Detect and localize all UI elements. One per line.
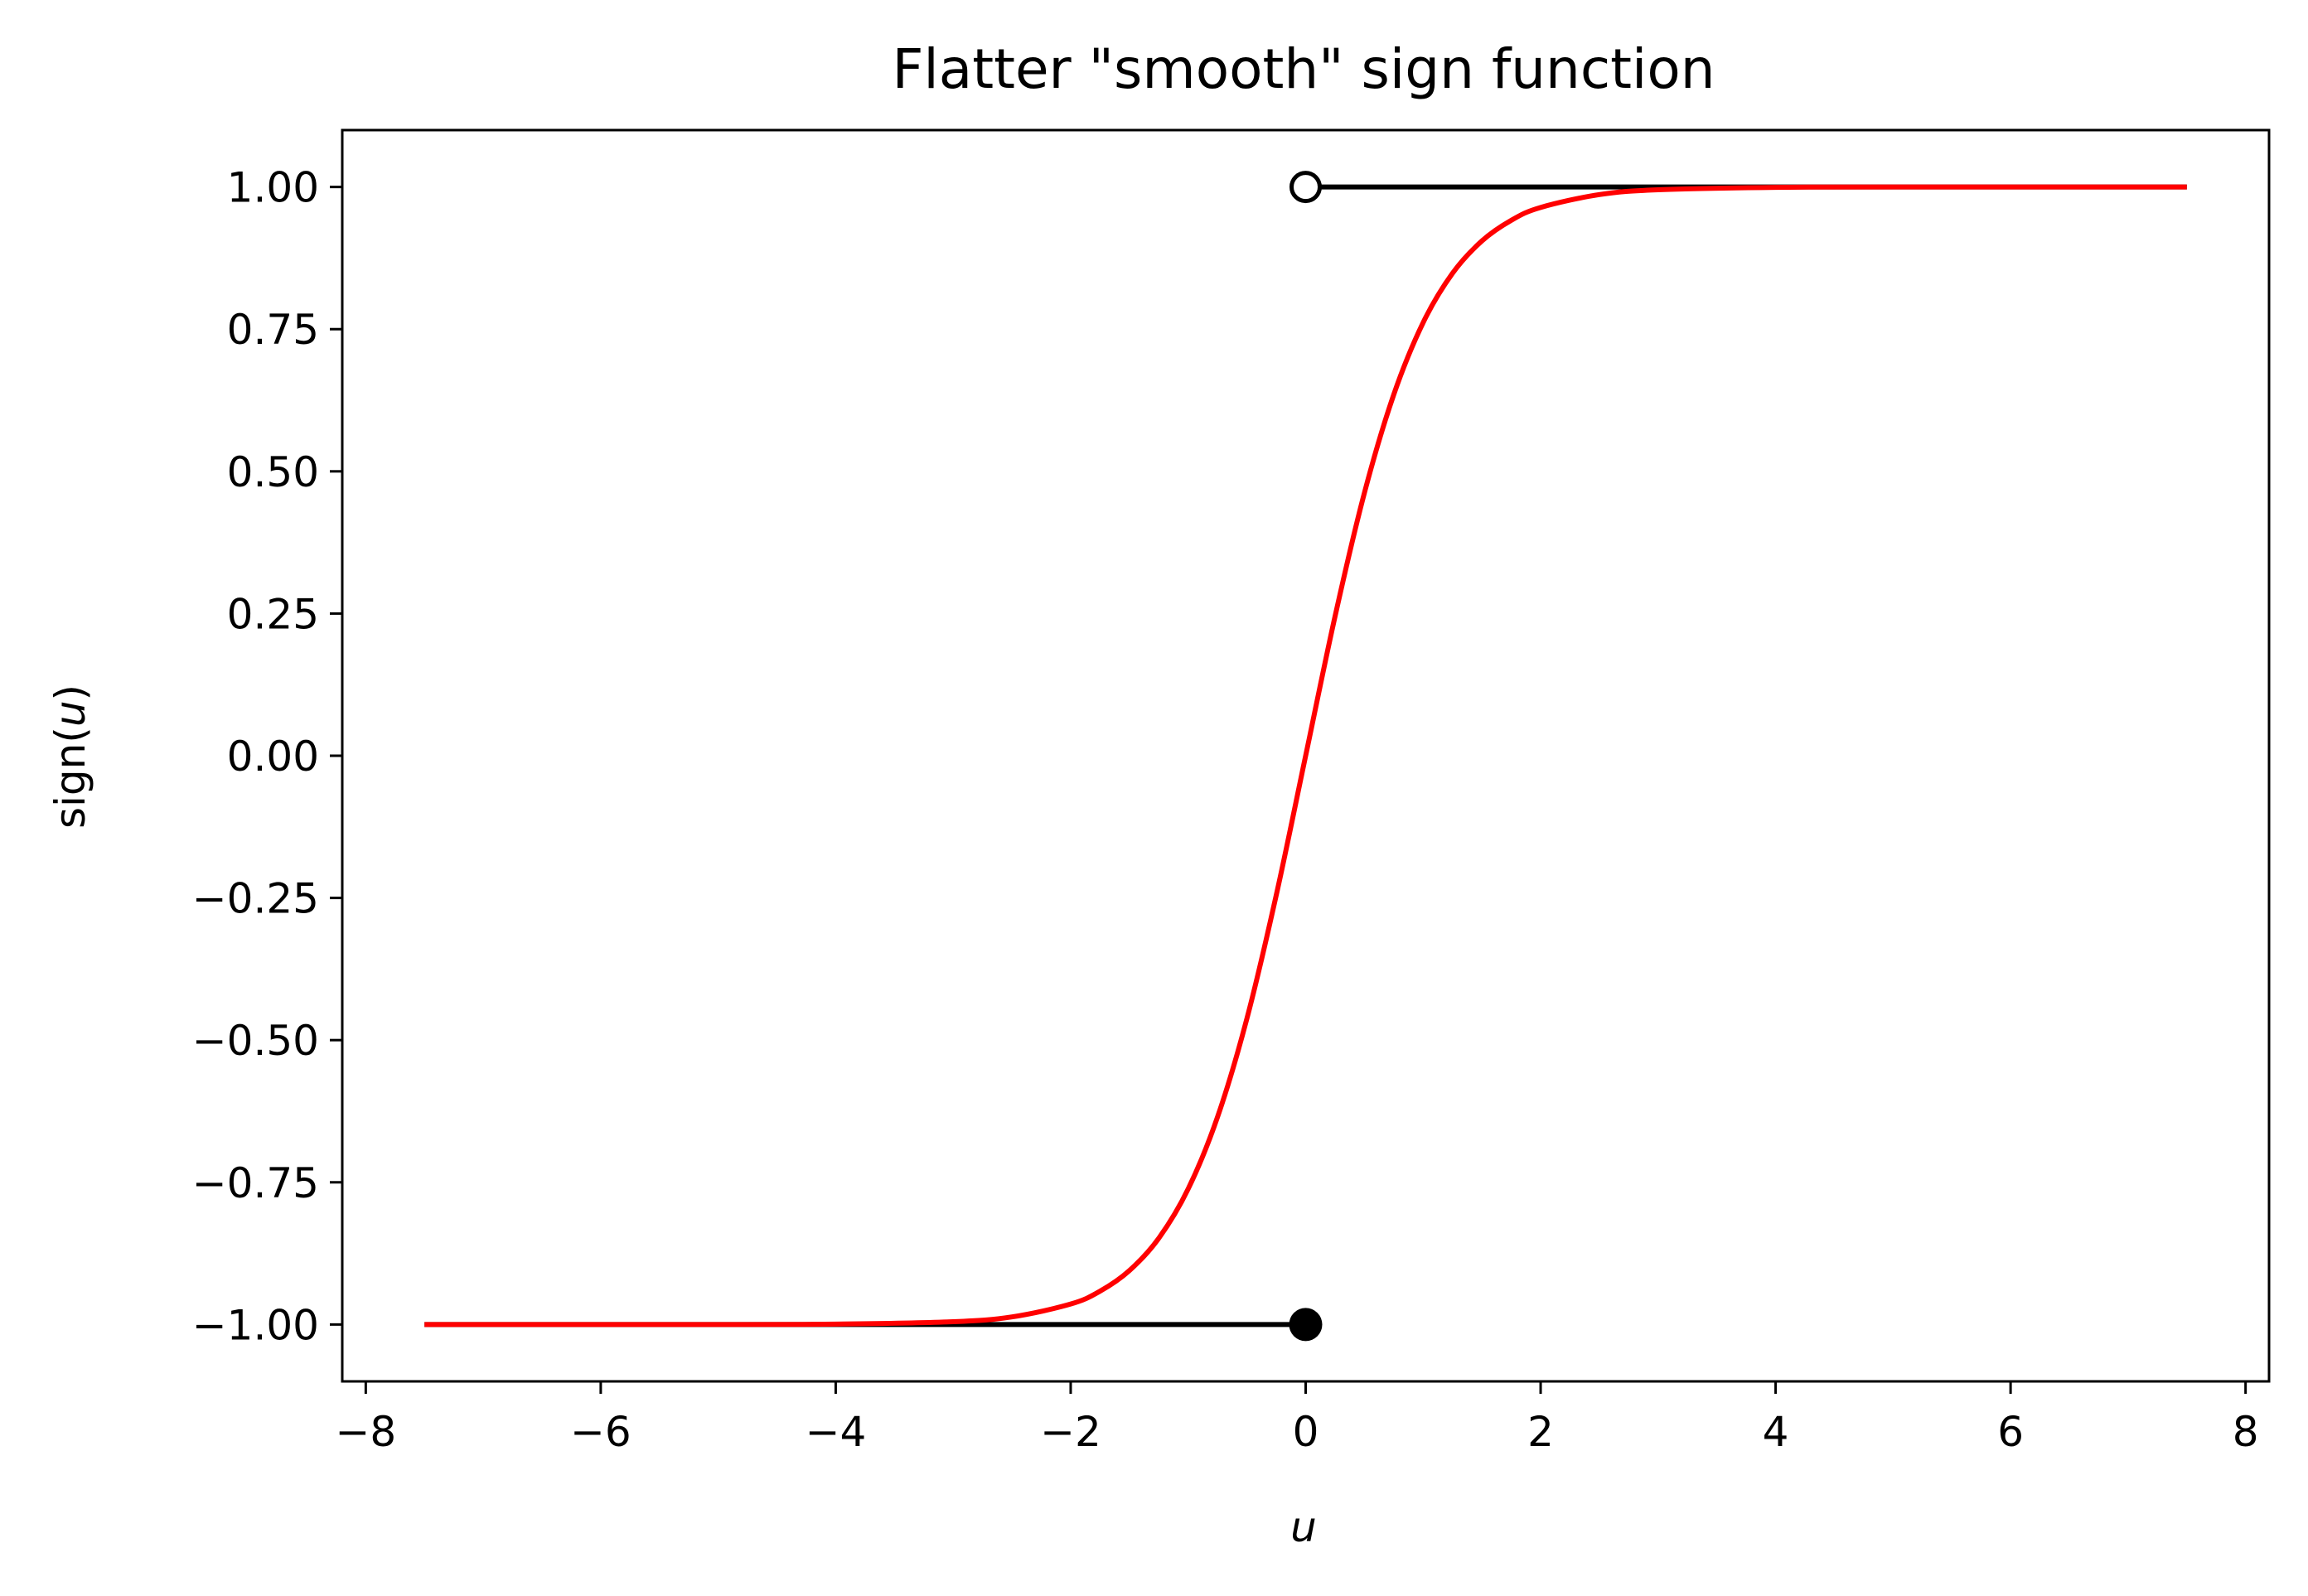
y-tick-label: −0.25 (192, 875, 319, 923)
open-endpoint-marker (1289, 171, 1322, 204)
y-tick-label: 1.00 (227, 164, 319, 212)
x-tick-label: 4 (1763, 1408, 1789, 1456)
smooth-sign-curve (424, 184, 2187, 1328)
x-tick-label: 8 (2233, 1408, 2259, 1456)
x-tick-label: 2 (1527, 1408, 1554, 1456)
y-axis-label: sign(u) (46, 684, 94, 829)
x-tick-label: −8 (335, 1408, 396, 1456)
x-axis-label: u (1290, 1503, 1317, 1551)
x-tick-label: 0 (1293, 1408, 1319, 1456)
y-tick-label: −1.00 (192, 1301, 319, 1349)
y-tick-label: −0.50 (192, 1017, 319, 1065)
y-tick-label: 0.00 (227, 733, 319, 781)
plot-area: −8 −6 −4 −2 0 2 4 6 8 1.00 0.75 0.50 0.25 0.00 −0.25 −0… (192, 128, 2271, 1456)
y-tick-label: 0.25 (227, 590, 319, 638)
y-tick-label: 0.50 (227, 448, 319, 496)
x-tick-label: −4 (806, 1408, 867, 1456)
chart-title: Flatter "smooth" sign function (892, 37, 1715, 101)
filled-endpoint-marker (1289, 1308, 1323, 1342)
x-tick-label: −2 (1040, 1408, 1101, 1456)
y-tick-label: −0.75 (192, 1159, 319, 1207)
x-tick-label: −6 (570, 1408, 631, 1456)
x-tick-label: 6 (1997, 1408, 2024, 1456)
y-tick-label: 0.75 (227, 306, 319, 354)
